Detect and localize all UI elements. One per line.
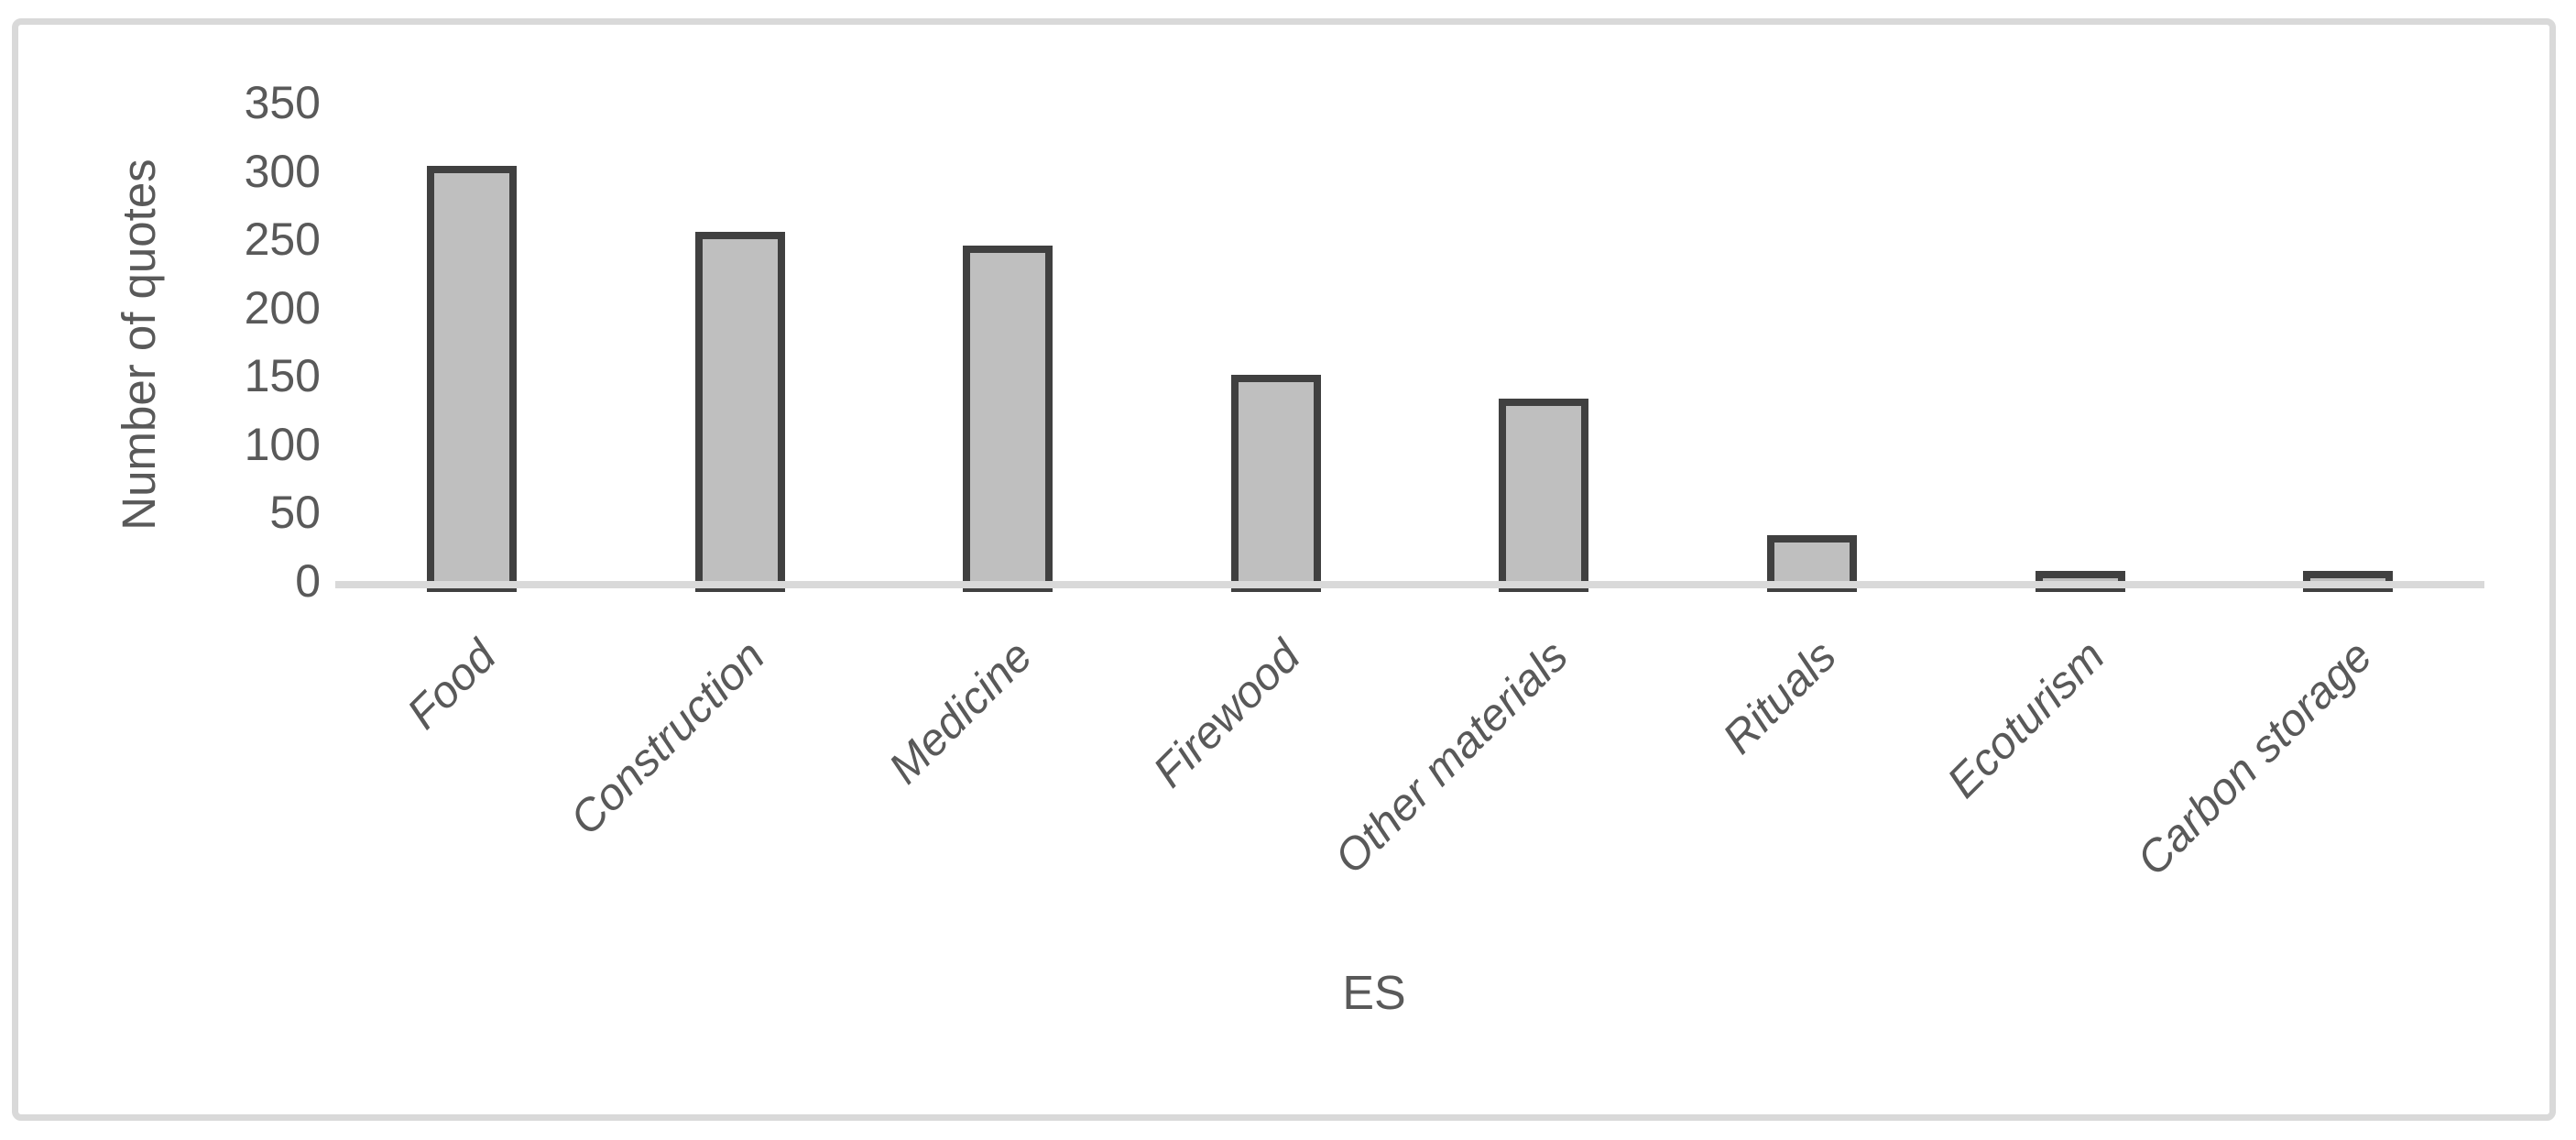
bar-other-materials [1499,398,1589,581]
y-axis-title: Number of quotes [113,159,165,531]
y-tick-label-300: 300 [244,145,321,197]
x-axis-line [335,581,2484,588]
bar-rituals [1767,534,1857,581]
y-tick-label-50: 50 [269,487,321,539]
category-tick-underline [2303,588,2394,592]
bar-ecoturism [2035,571,2125,581]
y-tick-label-150: 150 [244,350,321,402]
bar-carbon-storage [2303,571,2394,581]
y-tick-label-350: 350 [244,77,321,128]
category-tick-underline [427,588,517,592]
y-tick-label-250: 250 [244,214,321,266]
bar-medicine [963,245,1053,581]
y-tick-label-0: 0 [295,555,321,607]
category-tick-underline [1230,588,1321,592]
y-tick-label-100: 100 [244,418,321,470]
bar-firewood [1230,375,1321,581]
category-tick-underline [694,588,785,592]
bar-construction [694,231,785,581]
category-tick-underline [2035,588,2125,592]
y-tick-label-200: 200 [244,281,321,334]
x-axis-title: ES [1342,967,1406,1020]
category-tick-underline [1499,588,1589,592]
category-tick-underline [1767,588,1857,592]
bar-food [427,166,517,581]
category-tick-underline [963,588,1053,592]
